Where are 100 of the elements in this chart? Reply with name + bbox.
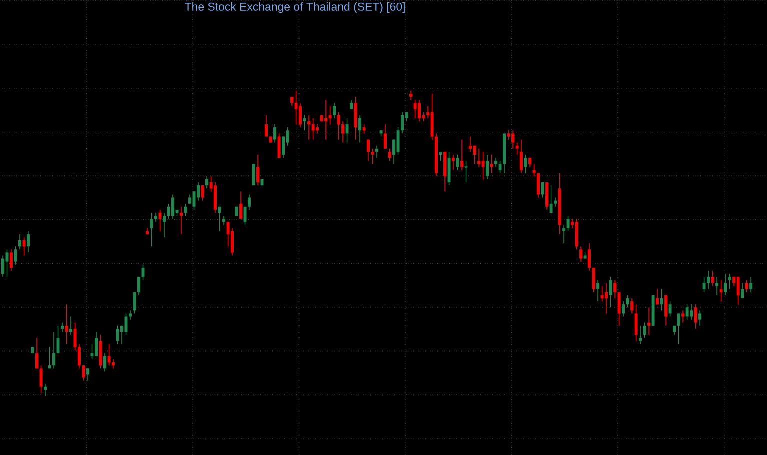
candlestick (324, 100, 328, 140)
candlestick (618, 292, 621, 326)
candlestick (452, 154, 456, 171)
candlestick (528, 158, 532, 168)
candlestick (240, 191, 242, 220)
candlestick (600, 286, 604, 302)
candlestick (550, 185, 553, 214)
candlestick (388, 148, 392, 162)
candlestick (328, 106, 332, 125)
candlestick (180, 206, 183, 235)
candlestick (172, 194, 174, 220)
candlestick (86, 368, 90, 382)
candlestick (154, 212, 158, 223)
candlestick (566, 216, 570, 232)
candlestick (702, 276, 706, 293)
candlestick (694, 304, 698, 330)
candlestick (52, 332, 56, 370)
candlestick (299, 102, 302, 128)
candlestick (2, 255, 4, 278)
candlestick (592, 268, 596, 293)
candlestick (562, 224, 566, 244)
candlestick (724, 274, 728, 296)
candlestick (609, 276, 612, 308)
candlestick (70, 316, 72, 336)
candlestick (371, 148, 374, 165)
candlestick (129, 310, 132, 320)
candlestick (656, 288, 660, 305)
candlestick (643, 322, 646, 338)
candlestick (741, 282, 744, 299)
candlestick (358, 114, 362, 144)
candlestick (312, 118, 315, 140)
candlestick (294, 90, 298, 125)
candlestick (138, 276, 140, 296)
candlestick (362, 124, 366, 134)
candlestick (605, 282, 608, 314)
candlestick (736, 276, 740, 305)
candlestick (554, 197, 558, 208)
candlestick (18, 234, 22, 250)
candlestick (490, 154, 494, 174)
candlestick (686, 304, 689, 320)
candlestick (414, 100, 417, 119)
candlestick (384, 124, 388, 150)
candlestick (112, 359, 115, 370)
candlestick (580, 246, 583, 262)
candlestick (482, 152, 485, 180)
candlestick (316, 124, 320, 134)
candlestick (520, 139, 524, 174)
candlestick (367, 139, 370, 162)
candlestick (690, 304, 694, 320)
candlestick (512, 130, 515, 150)
candlestick (333, 102, 336, 119)
candlestick (308, 114, 311, 140)
candlestick (588, 243, 592, 272)
candlestick (728, 274, 732, 290)
candlestick (664, 295, 668, 326)
candlestick (376, 145, 379, 158)
candlestick (720, 280, 723, 302)
candlestick (244, 206, 247, 226)
candlestick (188, 194, 192, 204)
candlestick (290, 96, 294, 107)
candlestick (464, 160, 468, 183)
candlestick (626, 295, 630, 308)
candlestick (222, 216, 226, 226)
candlestick (634, 304, 638, 342)
candlestick (494, 158, 498, 168)
candlestick (104, 353, 106, 372)
candlestick (346, 118, 349, 144)
candlestick (630, 298, 634, 314)
candlestick (265, 114, 268, 138)
candlestick (622, 301, 626, 318)
candlestick (698, 310, 702, 326)
candlestick (516, 142, 519, 156)
candlestick (473, 145, 476, 165)
candlestick (44, 384, 47, 396)
candlestick (460, 139, 464, 171)
candlestick (677, 313, 680, 345)
candlestick (396, 127, 400, 156)
chart-title: The Stock Exchange of Thailand (SET) [60] (185, 2, 405, 14)
candlestick (274, 124, 276, 144)
candlestick (614, 280, 617, 299)
candlestick (668, 301, 672, 318)
candlestick (10, 249, 13, 272)
candlestick (256, 154, 260, 186)
candlestick (342, 121, 345, 144)
candlestick (163, 212, 166, 238)
candlestick (337, 112, 340, 140)
candlestick (660, 288, 664, 312)
candlestick (750, 276, 753, 293)
candlestick (252, 164, 256, 186)
candlestick (27, 230, 30, 254)
candlestick (707, 270, 710, 290)
candlestick (456, 154, 460, 171)
candlestick (486, 154, 490, 180)
candlestick (478, 148, 481, 168)
candlestick (36, 338, 38, 370)
candlestick (410, 90, 413, 100)
candlestick (541, 182, 544, 198)
candlestick (418, 100, 422, 122)
candlestick (682, 310, 685, 324)
candlestick (401, 112, 404, 134)
